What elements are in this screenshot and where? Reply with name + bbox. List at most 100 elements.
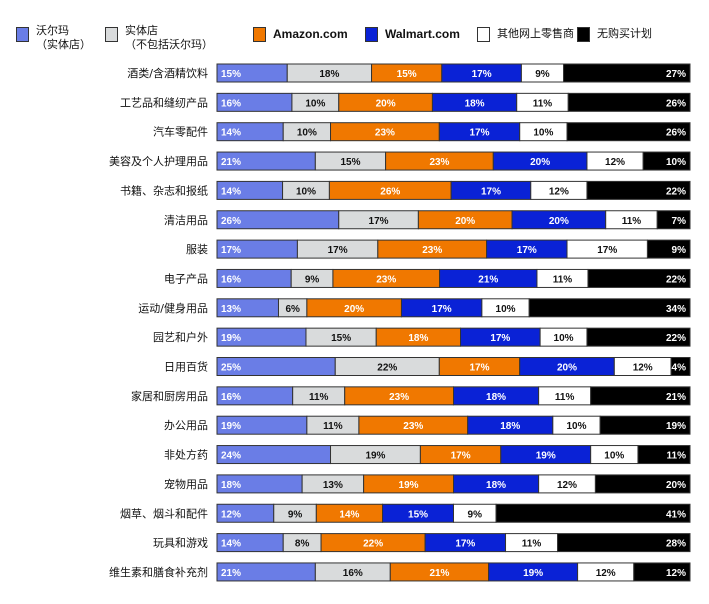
data-label: 26%	[666, 98, 686, 109]
data-label: 22%	[377, 363, 397, 374]
data-label: 23%	[375, 128, 395, 139]
bar-segment	[594, 474, 691, 494]
data-label: 22%	[666, 333, 686, 344]
legend-item: Walmart.com	[365, 24, 460, 42]
data-label: 7%	[672, 216, 687, 227]
data-label: 12%	[633, 363, 653, 374]
data-label: 17%	[470, 128, 490, 139]
data-label: 10%	[604, 451, 624, 462]
data-label: 19%	[365, 451, 385, 462]
bar-segment	[586, 327, 691, 347]
data-label: 12%	[221, 509, 241, 520]
data-label: 17%	[470, 363, 490, 374]
data-label: 16%	[221, 98, 241, 109]
category-label: 服装	[186, 243, 208, 256]
bar-segment	[586, 180, 691, 200]
data-label: 19%	[523, 568, 543, 579]
legend-item: 沃尔玛 （实体店）	[16, 24, 91, 52]
data-label: 18%	[500, 421, 520, 432]
bar-segment	[566, 122, 691, 142]
bar-segment	[670, 357, 691, 376]
data-label: 12%	[596, 568, 616, 579]
data-label: 21%	[429, 568, 449, 579]
data-label: 9%	[305, 274, 320, 285]
data-label: 10%	[296, 186, 316, 197]
data-label: 11%	[533, 98, 553, 109]
data-label: 18%	[465, 98, 485, 109]
data-label: 8%	[295, 539, 310, 550]
data-label: 15%	[397, 69, 417, 80]
data-label: 17%	[221, 245, 241, 256]
data-label: 20%	[666, 480, 686, 491]
category-label: 宠物用品	[164, 477, 208, 491]
data-label: 17%	[451, 451, 471, 462]
data-label: 20%	[455, 216, 475, 227]
category-label: 日用百货	[164, 360, 208, 374]
data-label: 26%	[666, 128, 686, 139]
data-label: 18%	[221, 480, 241, 491]
data-label: 18%	[319, 69, 339, 80]
bar-segment	[633, 562, 691, 582]
data-label: 11%	[667, 451, 687, 462]
data-label: 15%	[221, 69, 241, 80]
data-label: 17%	[517, 245, 537, 256]
legend-label: 实体店 （不包括沃尔玛）	[125, 24, 213, 51]
legend-swatch	[577, 27, 590, 42]
data-label: 17%	[597, 245, 617, 256]
data-label: 22%	[666, 274, 686, 285]
data-label: 10%	[666, 157, 686, 168]
data-label: 12%	[549, 186, 569, 197]
data-label: 11%	[553, 274, 573, 285]
data-label: 15%	[340, 157, 360, 168]
legend-swatch	[16, 27, 29, 42]
category-label: 园艺和户外	[153, 330, 208, 344]
data-label: 16%	[221, 392, 241, 403]
category-label: 书籍、杂志和报纸	[120, 183, 208, 197]
legend-label: Walmart.com	[385, 27, 460, 41]
category-label: 美容及个人护理用品	[109, 154, 208, 168]
data-label: 10%	[566, 421, 586, 432]
data-label: 26%	[380, 186, 400, 197]
category-label: 家居和厨房用品	[131, 389, 208, 403]
data-label: 17%	[490, 333, 510, 344]
bar-segment	[528, 298, 691, 318]
data-label: 28%	[666, 539, 686, 550]
data-label: 14%	[221, 539, 241, 550]
data-label: 17%	[432, 304, 452, 315]
legend-label: Amazon.com	[273, 27, 348, 41]
data-label: 27%	[666, 69, 686, 80]
legend-swatch	[253, 27, 266, 42]
data-label: 17%	[369, 216, 389, 227]
data-label: 20%	[376, 98, 396, 109]
data-label: 17%	[455, 539, 475, 550]
data-label: 18%	[486, 392, 506, 403]
data-label: 18%	[486, 480, 506, 491]
data-label: 11%	[522, 539, 542, 550]
data-label: 14%	[221, 186, 241, 197]
data-label: 22%	[666, 186, 686, 197]
data-label: 34%	[666, 304, 686, 315]
data-label: 10%	[305, 98, 325, 109]
category-label: 烟草、烟斗和配件	[120, 506, 208, 520]
category-label: 工艺品和缝纫产品	[120, 95, 208, 109]
data-label: 24%	[221, 451, 241, 462]
data-label: 20%	[549, 216, 569, 227]
data-label: 21%	[666, 392, 686, 403]
data-label: 20%	[344, 304, 364, 315]
bar-segment	[590, 386, 691, 406]
category-label: 酒类/含酒精饮料	[127, 66, 208, 80]
legend-label: 沃尔玛 （实体店）	[36, 24, 91, 51]
data-label: 17%	[481, 186, 501, 197]
category-label: 非处方药	[164, 448, 208, 462]
legend-item: 实体店 （不包括沃尔玛）	[105, 24, 213, 52]
category-label: 清洁用品	[164, 214, 208, 227]
data-label: 10%	[297, 128, 317, 139]
data-label: 23%	[403, 421, 423, 432]
legend-item: Amazon.com	[253, 24, 348, 42]
data-label: 19%	[221, 421, 241, 432]
data-label: 17%	[328, 245, 348, 256]
bar-segment	[557, 533, 691, 553]
bar-segment	[646, 239, 691, 259]
bar-segment	[587, 268, 691, 288]
